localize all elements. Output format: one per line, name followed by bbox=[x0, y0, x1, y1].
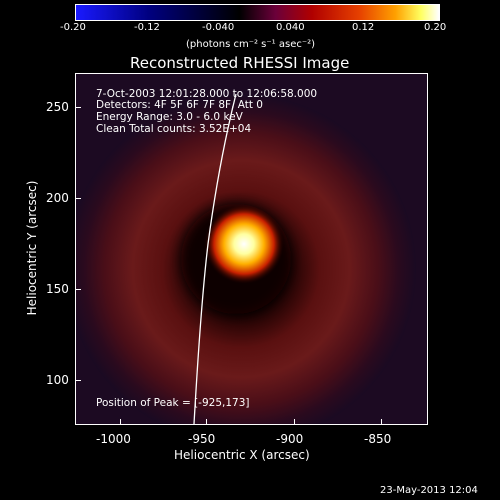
x-tick-label: -1000 bbox=[96, 432, 131, 446]
info-time-range: 7-Oct-2003 12:01:28.000 to 12:06:58.000 bbox=[96, 88, 318, 100]
x-tick-mark bbox=[206, 419, 207, 425]
y-tick-mark bbox=[75, 107, 81, 108]
colorbar-tick: -0.20 bbox=[60, 22, 86, 33]
info-energy: Energy Range: 3.0 - 6.0 keV bbox=[96, 111, 243, 123]
x-axis-label: Heliocentric X (arcsec) bbox=[174, 448, 310, 462]
colorbar bbox=[75, 4, 440, 21]
peak-position: Position of Peak = [-925,173] bbox=[96, 397, 250, 409]
colorbar-tick: 0.20 bbox=[424, 22, 447, 33]
peak-source bbox=[204, 204, 284, 284]
y-tick-mark bbox=[75, 380, 81, 381]
y-tick-label: 200 bbox=[46, 191, 69, 205]
colorbar-tick: -0.040 bbox=[202, 22, 235, 33]
footer-timestamp: 23-May-2013 12:04 bbox=[380, 485, 478, 496]
colorbar-tick: -0.12 bbox=[134, 22, 160, 33]
y-tick-mark bbox=[75, 198, 81, 199]
x-tick-label: -900 bbox=[276, 432, 304, 446]
colorbar-tick: 0.12 bbox=[352, 22, 375, 33]
info-method: Clean Total counts: 3.52E+04 bbox=[96, 123, 252, 135]
y-tick-label: 250 bbox=[46, 100, 69, 114]
y-tick-label: 100 bbox=[46, 373, 69, 387]
x-tick-mark bbox=[381, 419, 382, 425]
y-axis-label: Heliocentric Y (arcsec) bbox=[25, 180, 39, 316]
x-tick-mark bbox=[120, 419, 121, 425]
plot-title: Reconstructed RHESSI Image bbox=[130, 54, 350, 72]
colorbar-units: (photons cm⁻² s⁻¹ asec⁻²) bbox=[186, 39, 316, 50]
plot-frame: 7-Oct-2003 12:01:28.000 to 12:06:58.000 … bbox=[75, 73, 428, 425]
x-tick-mark bbox=[294, 419, 295, 425]
colorbar-tick: 0.040 bbox=[276, 22, 305, 33]
y-tick-label: 150 bbox=[46, 282, 69, 296]
rhessi-image bbox=[76, 74, 427, 424]
y-tick-mark bbox=[75, 289, 81, 290]
solar-limb-line bbox=[193, 93, 237, 424]
info-detectors: Detectors: 4F 5F 6F 7F 8F, Att 0 bbox=[96, 99, 263, 111]
x-tick-label: -950 bbox=[188, 432, 216, 446]
x-tick-label: -850 bbox=[364, 432, 392, 446]
